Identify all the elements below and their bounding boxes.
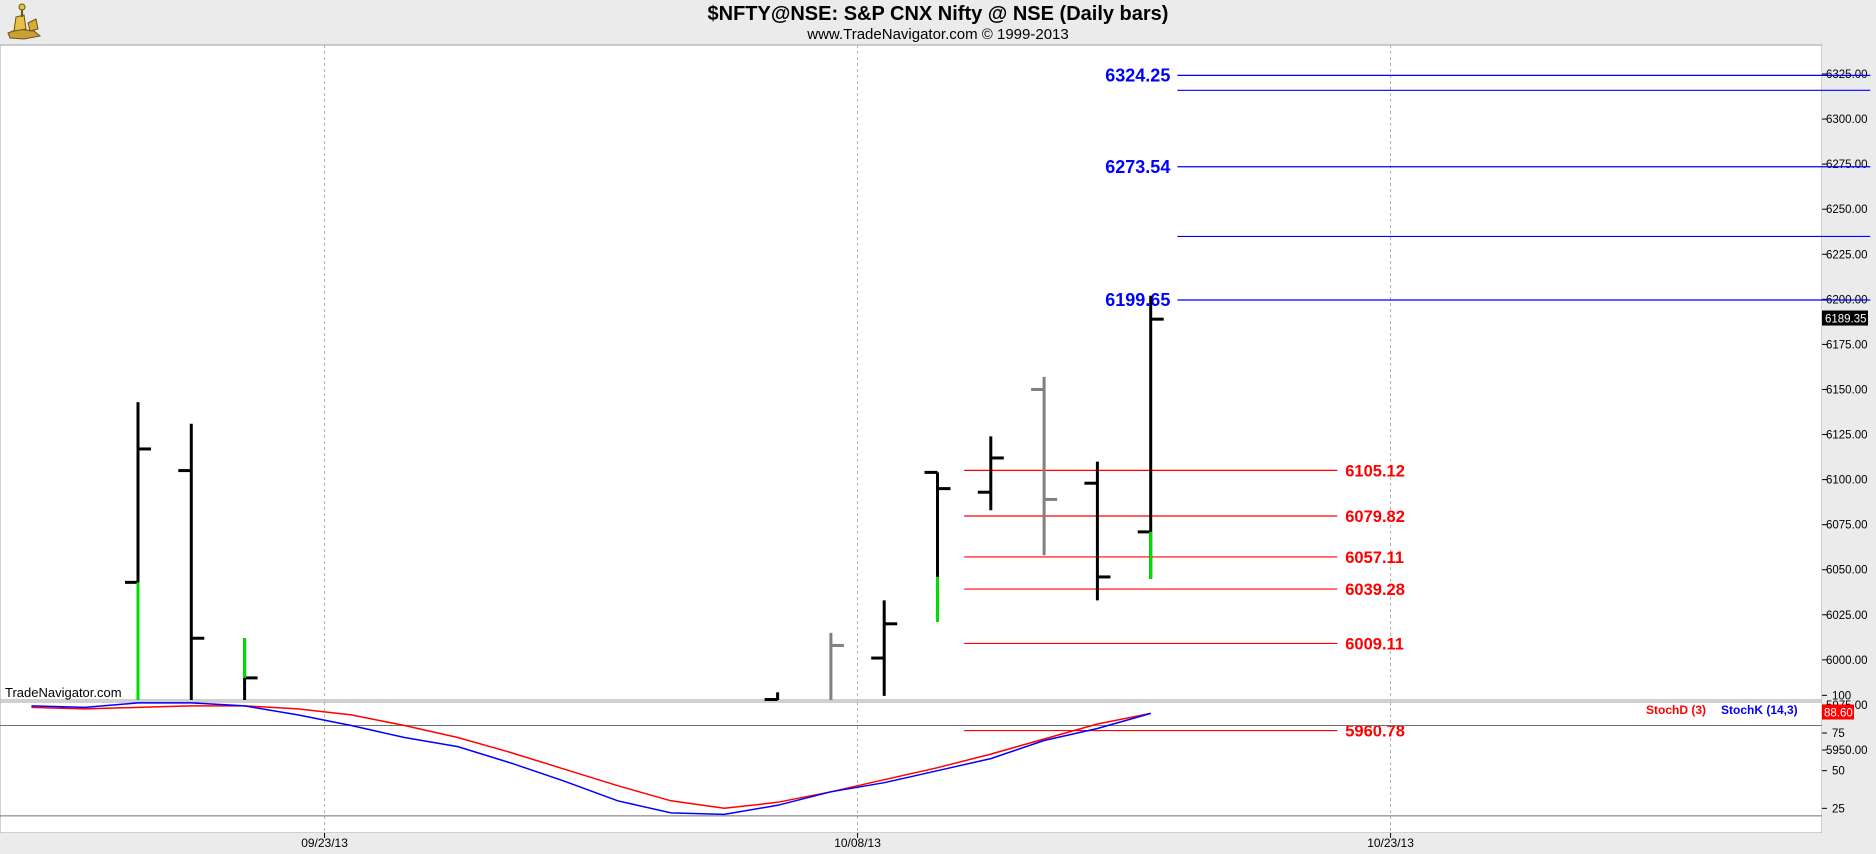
stochastic-y-tick-label: 75: [1832, 728, 1845, 740]
x-tick-label: 10/08/13: [834, 836, 881, 850]
y-tick-label: 6100.00: [1826, 475, 1868, 487]
x-tick-label: 09/23/13: [301, 836, 348, 850]
y-tick-label: 6300.00: [1826, 114, 1868, 126]
level-label: 6105.12: [1345, 462, 1405, 480]
level-label: 6039.28: [1345, 581, 1405, 599]
y-tick-label: 6250.00: [1826, 204, 1868, 216]
y-tick-label: 6075.00: [1826, 520, 1868, 532]
level-label: 6009.11: [1345, 635, 1404, 653]
chart-title: $NFTY@NSE: S&P CNX Nifty @ NSE (Daily ba…: [707, 3, 1169, 25]
legend-stochd: StochD (3): [1646, 703, 1706, 717]
y-tick-label: 6175.00: [1826, 339, 1868, 351]
stochastic-y-tick-label: 50: [1832, 766, 1845, 778]
y-tick-label: 5950.00: [1826, 745, 1868, 757]
level-label: 6199.65: [1105, 290, 1170, 310]
level-label: 6324.25: [1105, 65, 1170, 85]
stochastic-panel: [0, 701, 1823, 834]
chart-subtitle: www.TradeNavigator.com © 1999-2013: [807, 26, 1069, 43]
stochastic-y-tick-label: 25: [1832, 803, 1845, 815]
stochastic-series-line: [31, 702, 1151, 816]
chart-header: $NFTY@NSE: S&P CNX Nifty @ NSE (Daily ba…: [0, 0, 1876, 45]
y-tick-label: 6125.00: [1826, 430, 1868, 442]
y-tick-label: 6000.00: [1826, 655, 1868, 667]
y-tick-label: 6150.00: [1826, 384, 1868, 396]
level-label: 6057.11: [1345, 549, 1404, 567]
price-panel: [0, 44, 1823, 701]
x-tick-label: 10/23/13: [1367, 836, 1414, 850]
watermark-label: TradeNavigator.com: [5, 685, 122, 700]
y-tick-label: 6275.00: [1826, 159, 1868, 171]
last-price-label: 6189.35: [1825, 314, 1867, 326]
tradenavigator-logo-icon: [7, 3, 42, 40]
legend-stochk: StochK (14,3): [1721, 703, 1798, 717]
level-label: 6273.54: [1105, 157, 1170, 177]
x-axis-area: [0, 833, 1822, 854]
stochastic-last-label: 88.60: [1824, 708, 1853, 720]
y-tick-label: 6225.00: [1826, 249, 1868, 261]
y-tick-label: 6025.00: [1826, 610, 1868, 622]
level-label: 6079.82: [1345, 508, 1405, 526]
y-tick-label: 6050.00: [1826, 565, 1868, 577]
stochastic-y-tick-label: 100: [1832, 690, 1851, 702]
stochastic-series-line: [31, 705, 1151, 810]
stochastic-last-marker: [1822, 704, 1854, 720]
last-price-marker: [1822, 310, 1868, 326]
level-label: 5960.78: [1345, 723, 1405, 741]
